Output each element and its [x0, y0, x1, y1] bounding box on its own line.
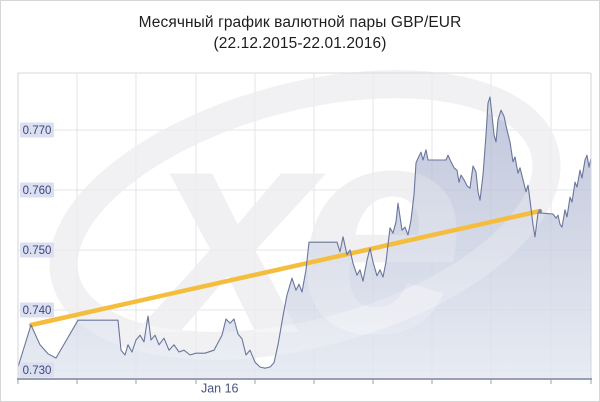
y-tick-label-box [20, 242, 54, 258]
y-axis-labels: 0.770 0.760 0.750 0.740 0.730 [20, 122, 54, 378]
y-tick-label-box [20, 122, 54, 138]
xe-watermark: xe [49, 60, 561, 396]
y-tick-label: 0.730 [23, 365, 52, 377]
y-tick-label-box [20, 302, 54, 318]
chart-title: Месячный график валютной пары GBP/EUR (2… [1, 12, 599, 54]
trend-line [28, 208, 543, 328]
plot-border [17, 72, 592, 384]
y-tick-label: 0.750 [23, 245, 52, 257]
chart-title-line1: Месячный график валютной пары GBP/EUR [138, 14, 462, 31]
y-tick-label: 0.740 [23, 305, 52, 317]
y-tick-label-box [20, 362, 54, 378]
chart-title-line2: (22.12.2015-22.01.2016) [213, 35, 387, 52]
x-axis-label: Jan 16 [201, 382, 239, 396]
svg-text:xe: xe [135, 60, 457, 396]
price-area [18, 97, 591, 379]
y-tick-label-box [20, 182, 54, 198]
y-tick-label: 0.760 [23, 185, 52, 197]
y-tick-label: 0.770 [23, 125, 52, 137]
price-line [17, 96, 592, 369]
trend-line-end-dot [538, 209, 542, 213]
